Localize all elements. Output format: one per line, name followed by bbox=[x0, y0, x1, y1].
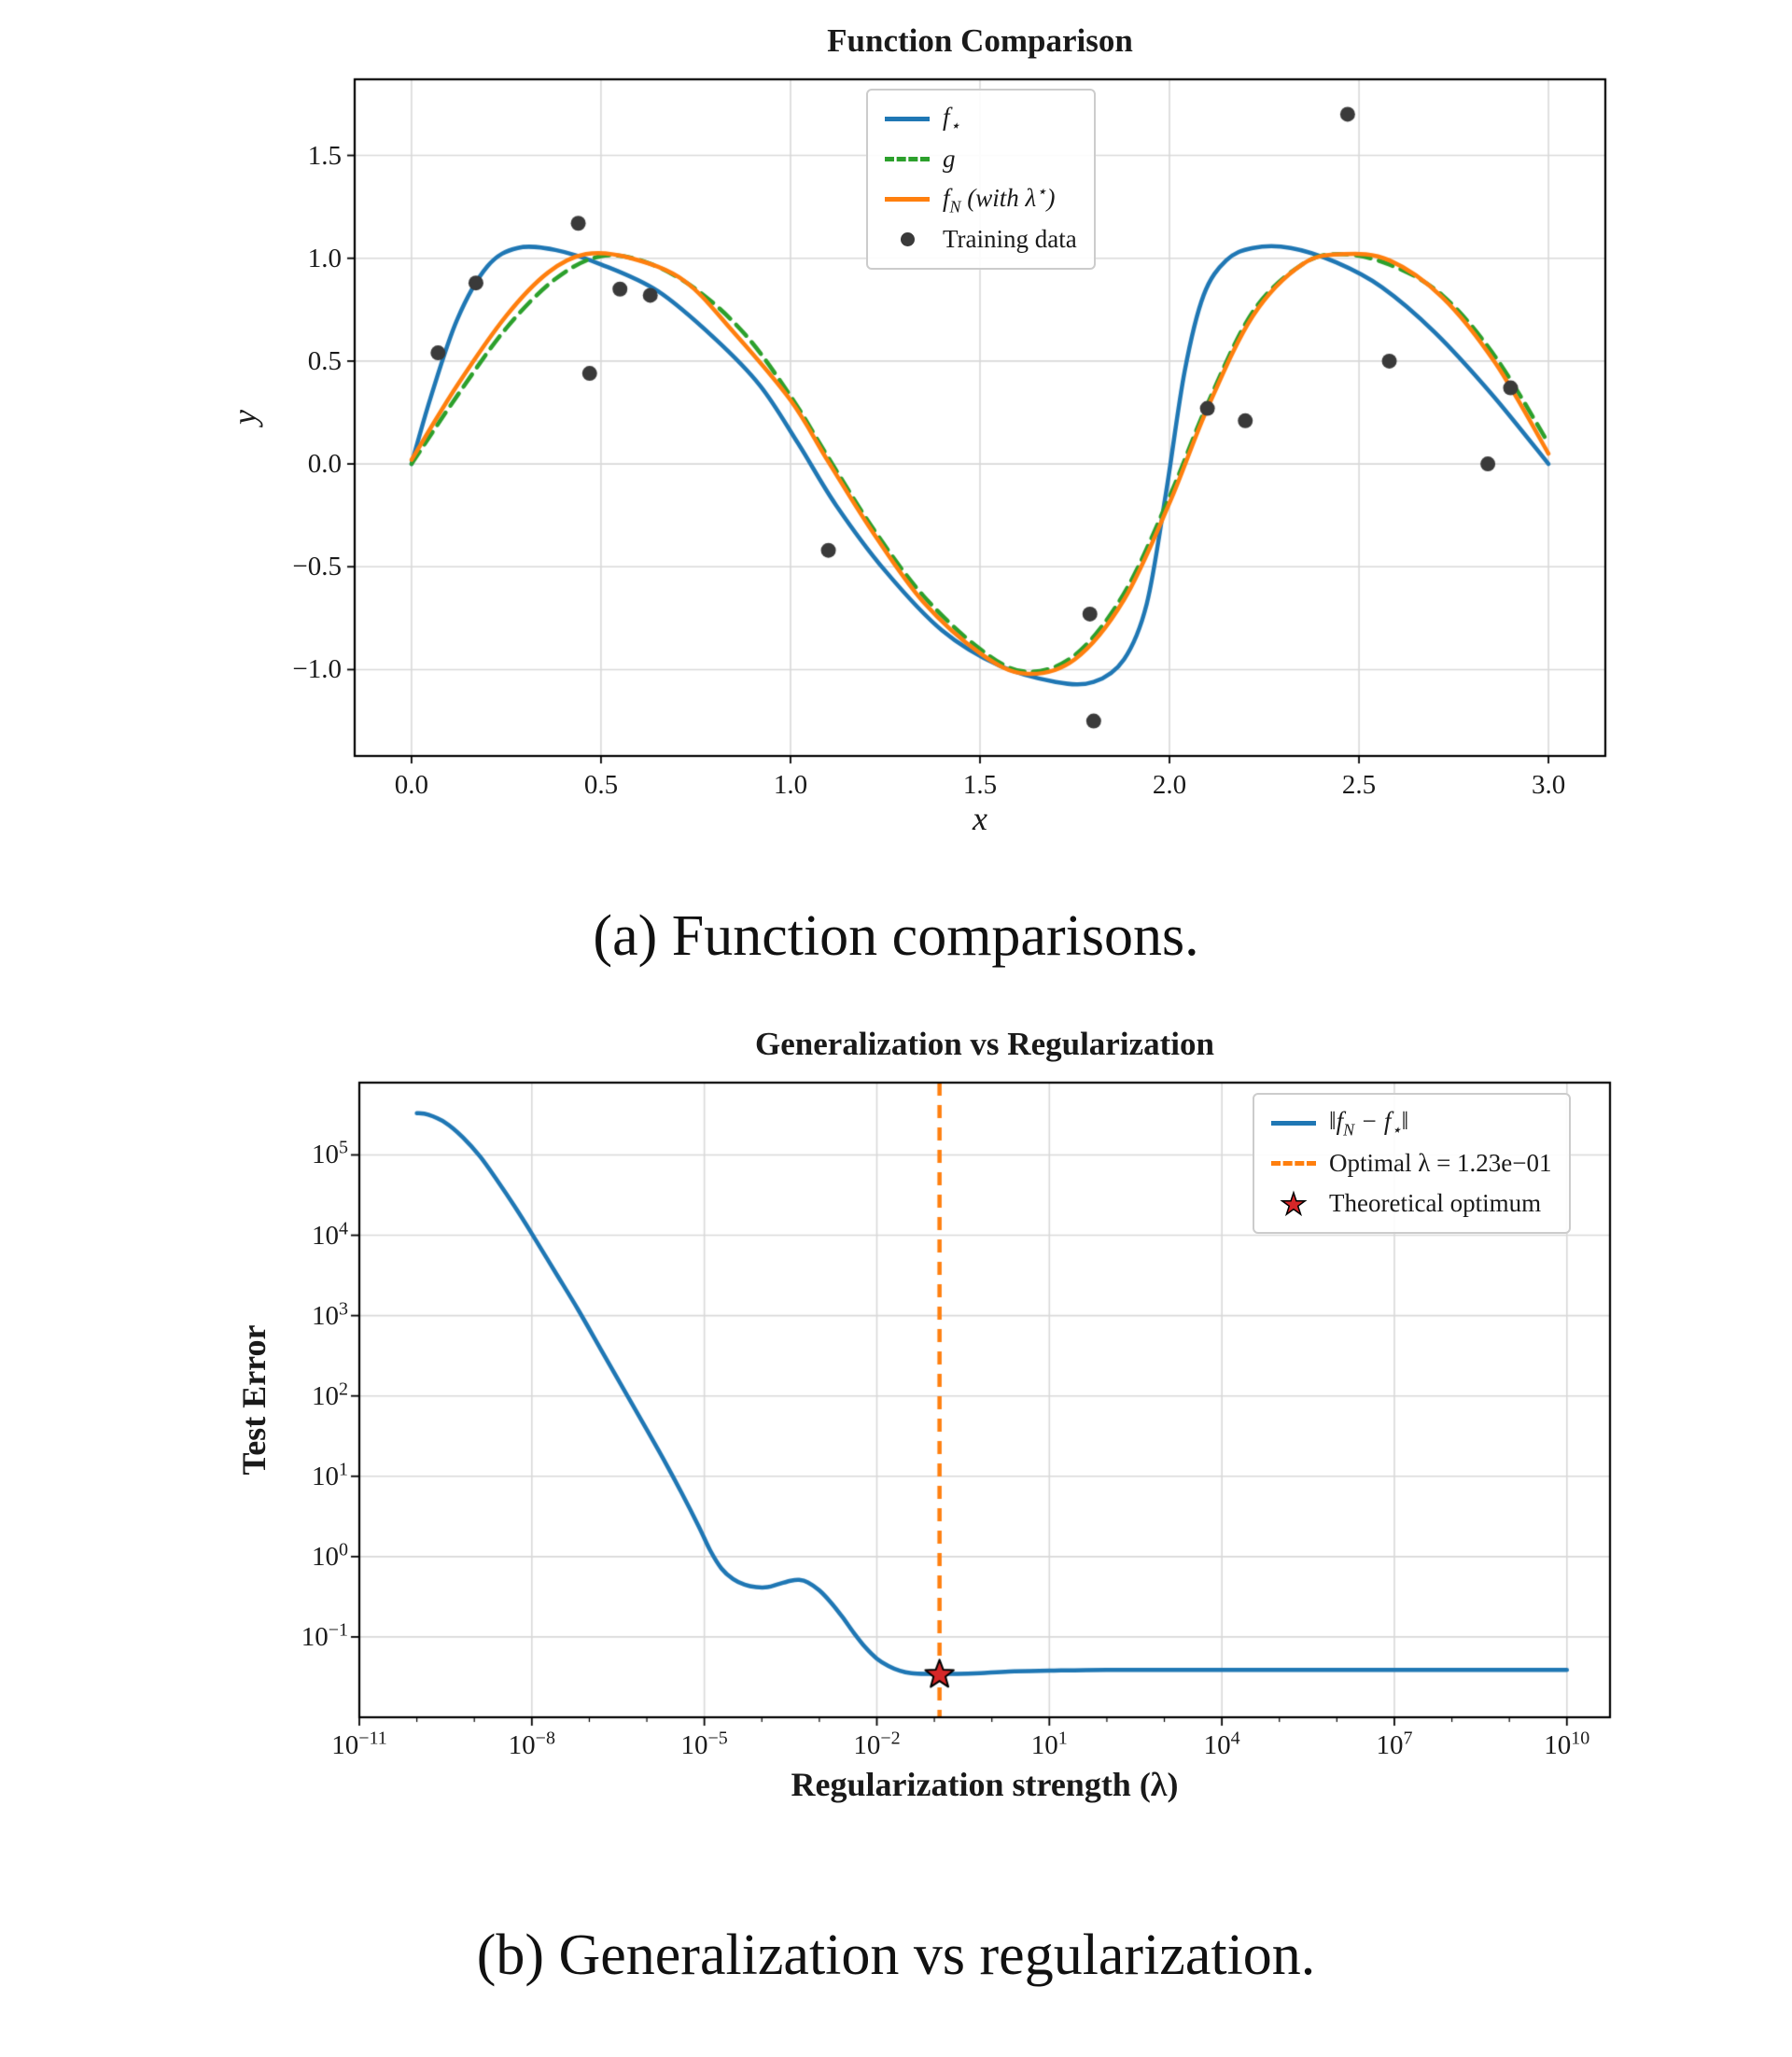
chart-b-xaxis-label: Regularization strength (λ) bbox=[791, 1766, 1179, 1803]
chart-a-y-tick-label: −1.0 bbox=[292, 654, 342, 685]
chart-b-x-tick-label: 1010 bbox=[1544, 1728, 1590, 1760]
legend-item: ★ Theoretical optimum bbox=[1271, 1186, 1552, 1221]
chart-a-title: Function Comparison bbox=[827, 22, 1133, 59]
chart-b-x-tick-label: 10−11 bbox=[331, 1728, 387, 1760]
legend-label: g bbox=[943, 145, 956, 173]
chart-a-x-tick-label: 1.0 bbox=[773, 770, 808, 800]
legend-label: fN (with λ⋆) bbox=[943, 181, 1056, 217]
chart-a-y-tick-label: −0.5 bbox=[292, 552, 342, 582]
chart-b-y-tick-label: 10−1 bbox=[301, 1619, 348, 1652]
line-sample-icon bbox=[885, 117, 930, 121]
scatter-marker-icon bbox=[885, 232, 930, 246]
chart-a-x-tick-label: 1.5 bbox=[962, 770, 998, 800]
chart-b-x-tick-label: 104 bbox=[1203, 1728, 1240, 1760]
chart-b-y-tick-label: 102 bbox=[312, 1378, 348, 1411]
legend-item: g bbox=[885, 142, 1077, 176]
legend-label: Optimal λ = 1.23e−01 bbox=[1329, 1149, 1552, 1177]
chart-b-y-tick-label: 103 bbox=[312, 1297, 348, 1331]
chart-a-x-tick-label: 2.0 bbox=[1152, 770, 1187, 800]
chart-b-x-tick-label: 10−5 bbox=[680, 1728, 728, 1760]
chart-a-x-tick-label: 0.0 bbox=[394, 770, 429, 800]
caption-b: (b) Generalization vs regularization. bbox=[476, 1924, 1316, 1987]
chart-a-yaxis-label: y bbox=[226, 410, 263, 425]
chart-b-x-tick-label: 101 bbox=[1030, 1728, 1068, 1760]
chart-a-x-tick-label: 2.5 bbox=[1341, 770, 1377, 800]
chart-a-y-tick-label: 1.0 bbox=[307, 243, 342, 273]
caption-a: (a) Function comparisons. bbox=[593, 904, 1199, 968]
chart-b-y-tick-label: 101 bbox=[312, 1459, 348, 1491]
chart-a-x-tick-label: 0.5 bbox=[583, 770, 619, 800]
line-sample-icon bbox=[1271, 1121, 1316, 1126]
chart-b-y-tick-label: 100 bbox=[312, 1539, 348, 1572]
chart-b-legend: ‖fN − f⋆‖ Optimal λ = 1.23e−01 ★ Theoretica… bbox=[1253, 1093, 1571, 1234]
line-sample-icon bbox=[1271, 1161, 1316, 1166]
legend-label: Theoretical optimum bbox=[1329, 1189, 1542, 1217]
legend-label: ‖fN − f⋆‖ bbox=[1329, 1106, 1409, 1140]
legend-label: f⋆ bbox=[943, 102, 960, 135]
chart-b-y-tick-label: 105 bbox=[312, 1137, 348, 1170]
chart-b-title: Generalization vs Regularization bbox=[755, 1026, 1214, 1062]
chart-b-x-tick-label: 107 bbox=[1376, 1728, 1413, 1760]
legend-item: Optimal λ = 1.23e−01 bbox=[1271, 1146, 1552, 1181]
chart-a-xaxis-label: x bbox=[973, 800, 987, 837]
legend-item: f⋆ bbox=[885, 102, 1077, 136]
figure-b: Generalization vs Regularization Regular… bbox=[0, 1013, 1792, 1853]
star-marker-icon: ★ bbox=[1280, 1186, 1308, 1221]
chart-a-y-tick-label: 0.0 bbox=[307, 449, 342, 480]
chart-a-x-tick-label: 3.0 bbox=[1531, 770, 1566, 800]
chart-b-x-tick-label: 10−8 bbox=[508, 1728, 555, 1760]
chart-b-x-tick-label: 10−2 bbox=[853, 1728, 901, 1760]
legend-item: ‖fN − f⋆‖ bbox=[1271, 1106, 1552, 1140]
figure-a: Function Comparison x y f⋆ g fN (with λ⋆) T… bbox=[0, 0, 1792, 868]
chart-b-y-tick-label: 104 bbox=[312, 1217, 348, 1251]
chart-a-y-tick-label: 1.5 bbox=[307, 140, 342, 171]
legend-item: fN (with λ⋆) bbox=[885, 182, 1077, 217]
chart-a-legend: f⋆ g fN (with λ⋆) Training data bbox=[866, 89, 1096, 270]
chart-a-y-tick-label: 0.5 bbox=[307, 345, 342, 376]
legend-item: Training data bbox=[885, 222, 1077, 257]
line-sample-icon bbox=[885, 197, 930, 202]
line-sample-icon bbox=[885, 157, 930, 161]
legend-label: Training data bbox=[943, 225, 1077, 253]
